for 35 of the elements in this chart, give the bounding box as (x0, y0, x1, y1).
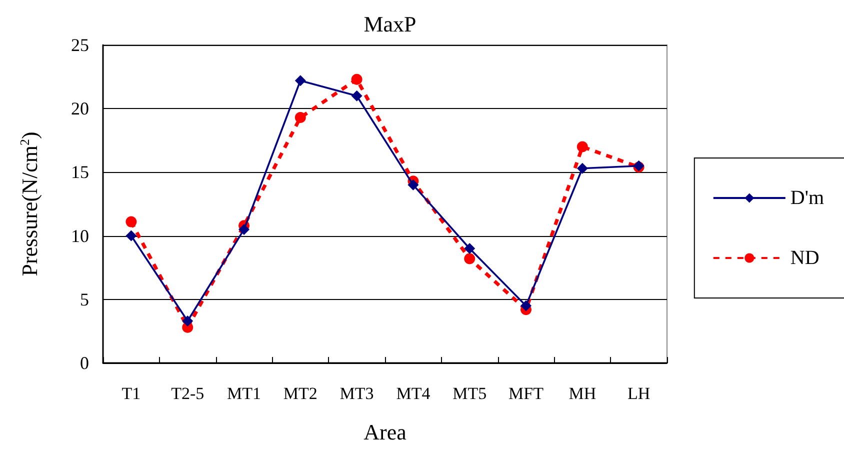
x-axis-title: Area (364, 420, 407, 444)
x-tick-label: MFT (508, 384, 544, 403)
x-tick-label: LH (627, 384, 650, 403)
point (126, 230, 137, 242)
point (576, 162, 588, 174)
x-tick-label: MT4 (396, 384, 431, 403)
point (408, 179, 419, 190)
y-tick-label: 20 (71, 98, 89, 119)
point (294, 112, 306, 123)
y-tick-label: 15 (71, 162, 89, 182)
point (464, 253, 476, 264)
x-tick-label: MT1 (227, 384, 261, 403)
point (520, 300, 532, 312)
point (351, 90, 362, 102)
x-tick-label: MH (568, 384, 596, 403)
legend-label: D'm (790, 187, 824, 209)
point (126, 216, 137, 228)
point (238, 224, 250, 235)
y-tick-label: 25 (71, 35, 89, 55)
x-tick-label: MT2 (283, 384, 318, 403)
x-tick-label: MT3 (340, 384, 374, 403)
y-tick-label: 0 (80, 353, 89, 373)
legend-label: ND (790, 247, 820, 269)
point (576, 141, 588, 152)
x-tick-label: MT5 (452, 384, 487, 403)
point (294, 75, 306, 86)
point (182, 316, 194, 327)
y-tick-label: 5 (80, 289, 89, 310)
x-tick-label: T2-5 (171, 384, 204, 403)
point (464, 243, 476, 254)
point (351, 74, 362, 85)
y-axis-title: Pressure(N/cm2) (17, 132, 42, 276)
x-tick-label: T1 (122, 384, 141, 403)
y-tick-label: 10 (71, 226, 89, 246)
chart-title: MaxP (364, 12, 416, 36)
